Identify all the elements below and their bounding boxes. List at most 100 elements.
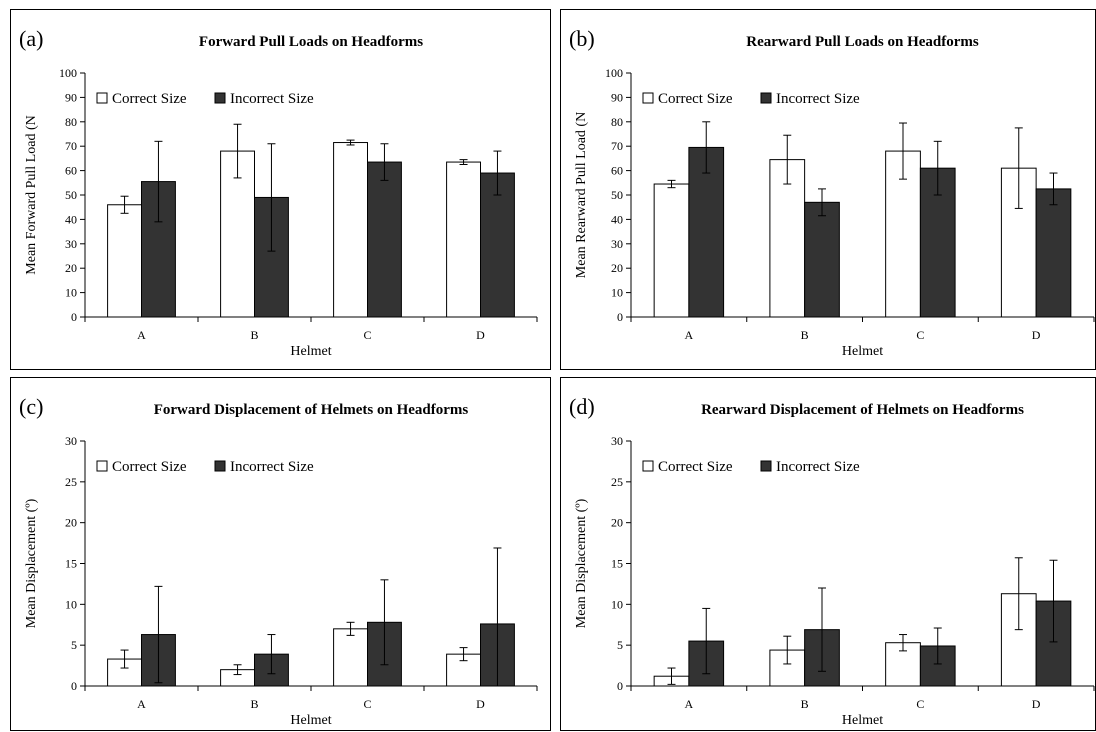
y-tick-label: 40 <box>611 212 623 226</box>
x-tick-label: A <box>137 328 146 342</box>
chart-svg: (d) Rearward Displacement of Helmets on H… <box>569 394 1095 728</box>
y-tick-label: 20 <box>65 261 77 275</box>
y-tick-label: 10 <box>611 597 623 611</box>
x-tick-label: C <box>916 697 924 711</box>
bar-correct-size <box>653 183 690 318</box>
y-axis-label: Mean Displacement (º) <box>24 498 39 628</box>
y-tick-label: 70 <box>65 139 77 153</box>
chart-title: Forward Pull Loads on Headforms <box>199 34 423 50</box>
x-tick-label: B <box>250 328 258 342</box>
x-tick-label: B <box>801 697 809 711</box>
bar-correct-size <box>220 150 256 318</box>
panel-label: (b) <box>569 26 595 51</box>
bar-correct-size <box>446 161 482 318</box>
legend-swatch-correct-size <box>96 92 108 104</box>
y-tick-label: 15 <box>611 557 623 571</box>
y-axis-label: Mean Forward Pull Load (N <box>24 115 39 274</box>
x-axis-label: Helmet <box>290 713 331 728</box>
x-tick-label: C <box>363 697 371 711</box>
x-tick-label: A <box>137 697 146 711</box>
y-tick-label: 100 <box>59 66 77 80</box>
panel-label: (c) <box>19 394 43 419</box>
panel-label: (d) <box>569 394 595 419</box>
bar-incorrect-size <box>367 161 402 318</box>
legend-label-incorrect-size: Incorrect Size <box>230 91 314 107</box>
legend-label-incorrect-size: Incorrect Size <box>230 459 314 475</box>
y-tick-label: 10 <box>65 286 77 300</box>
legend-swatch-incorrect-size <box>760 460 772 472</box>
legend-label-incorrect-size: Incorrect Size <box>776 459 860 475</box>
chart-svg: (b) Rearward Pull Loads on Headforms 0 10 20… <box>569 26 1095 359</box>
chart-svg: (a) Forward Pull Loads on Headforms 0 10 20 3… <box>19 26 538 359</box>
y-tick-label: 50 <box>65 188 77 202</box>
y-axis-label: Mean Rearward Pull Load (N <box>574 112 589 278</box>
legend-swatch-correct-size <box>642 92 654 104</box>
x-tick-label: B <box>801 328 809 342</box>
y-tick-label: 100 <box>605 66 623 80</box>
bar-incorrect-size <box>141 181 176 318</box>
x-tick-label: C <box>363 328 371 342</box>
y-tick-label: 30 <box>611 237 623 251</box>
bar-incorrect-size <box>1035 188 1072 318</box>
bar-incorrect-size <box>804 201 840 318</box>
y-tick-label: 10 <box>65 597 77 611</box>
y-tick-label: 90 <box>65 90 77 104</box>
y-tick-label: 10 <box>611 286 623 300</box>
legend-label-correct-size: Correct Size <box>112 459 187 475</box>
y-tick-label: 30 <box>65 434 77 448</box>
x-tick-label: B <box>250 697 258 711</box>
x-axis-label: Helmet <box>842 713 883 728</box>
y-tick-label: 30 <box>65 237 77 251</box>
legend-swatch-incorrect-size <box>214 92 226 104</box>
bar-correct-size <box>333 628 369 687</box>
y-tick-label: 20 <box>611 261 623 275</box>
chart-panel-forward-displacement: (c) Forward Displacement of Helmets on He… <box>10 377 551 731</box>
y-tick-label: 40 <box>65 212 77 226</box>
legend-swatch-correct-size <box>642 460 654 472</box>
y-tick-label: 5 <box>617 638 623 652</box>
x-tick-label: A <box>685 328 694 342</box>
chart-panel-rearward-pull: (b) Rearward Pull Loads on Headforms 0 10 20… <box>560 9 1096 370</box>
y-tick-label: 90 <box>611 90 623 104</box>
y-tick-label: 30 <box>611 434 623 448</box>
legend-label-correct-size: Correct Size <box>658 91 733 107</box>
chart-panel-forward-pull: (a) Forward Pull Loads on Headforms 0 10 20 3… <box>10 9 551 370</box>
x-tick-label: D <box>476 328 485 342</box>
y-tick-label: 20 <box>611 516 623 530</box>
x-tick-label: D <box>1032 697 1041 711</box>
y-tick-label: 15 <box>65 557 77 571</box>
y-tick-label: 0 <box>71 679 77 693</box>
y-tick-label: 0 <box>617 679 623 693</box>
chart-panel-rearward-displacement: (d) Rearward Displacement of Helmets on H… <box>560 377 1096 731</box>
y-tick-label: 20 <box>65 516 77 530</box>
chart-title: Forward Displacement of Helmets on Headf… <box>154 402 469 418</box>
y-tick-label: 25 <box>611 475 623 489</box>
chart-title: Rearward Pull Loads on Headforms <box>746 34 979 50</box>
y-axis-label: Mean Displacement (º) <box>574 498 589 628</box>
legend-swatch-incorrect-size <box>214 460 226 472</box>
legend-label-correct-size: Correct Size <box>658 459 733 475</box>
y-tick-label: 80 <box>65 115 77 129</box>
x-axis-label: Helmet <box>290 344 331 359</box>
x-tick-label: A <box>685 697 694 711</box>
bar-correct-size <box>769 159 806 318</box>
legend-swatch-correct-size <box>96 460 108 472</box>
y-tick-label: 25 <box>65 475 77 489</box>
legend-swatch-incorrect-size <box>760 92 772 104</box>
bar-correct-size <box>333 142 369 318</box>
legend-label-correct-size: Correct Size <box>112 91 187 107</box>
chart-title: Rearward Displacement of Helmets on Head… <box>701 402 1024 418</box>
y-tick-label: 60 <box>65 164 77 178</box>
y-tick-label: 70 <box>611 139 623 153</box>
y-tick-label: 0 <box>617 310 623 324</box>
bar-correct-size <box>107 204 142 318</box>
y-tick-label: 80 <box>611 115 623 129</box>
legend-label-incorrect-size: Incorrect Size <box>776 91 860 107</box>
y-tick-label: 5 <box>71 638 77 652</box>
y-tick-label: 60 <box>611 164 623 178</box>
x-tick-label: D <box>1032 328 1041 342</box>
x-axis-label: Helmet <box>842 344 883 359</box>
bar-incorrect-size <box>480 172 515 318</box>
chart-svg: (c) Forward Displacement of Helmets on He… <box>19 394 538 728</box>
y-tick-label: 0 <box>71 310 77 324</box>
